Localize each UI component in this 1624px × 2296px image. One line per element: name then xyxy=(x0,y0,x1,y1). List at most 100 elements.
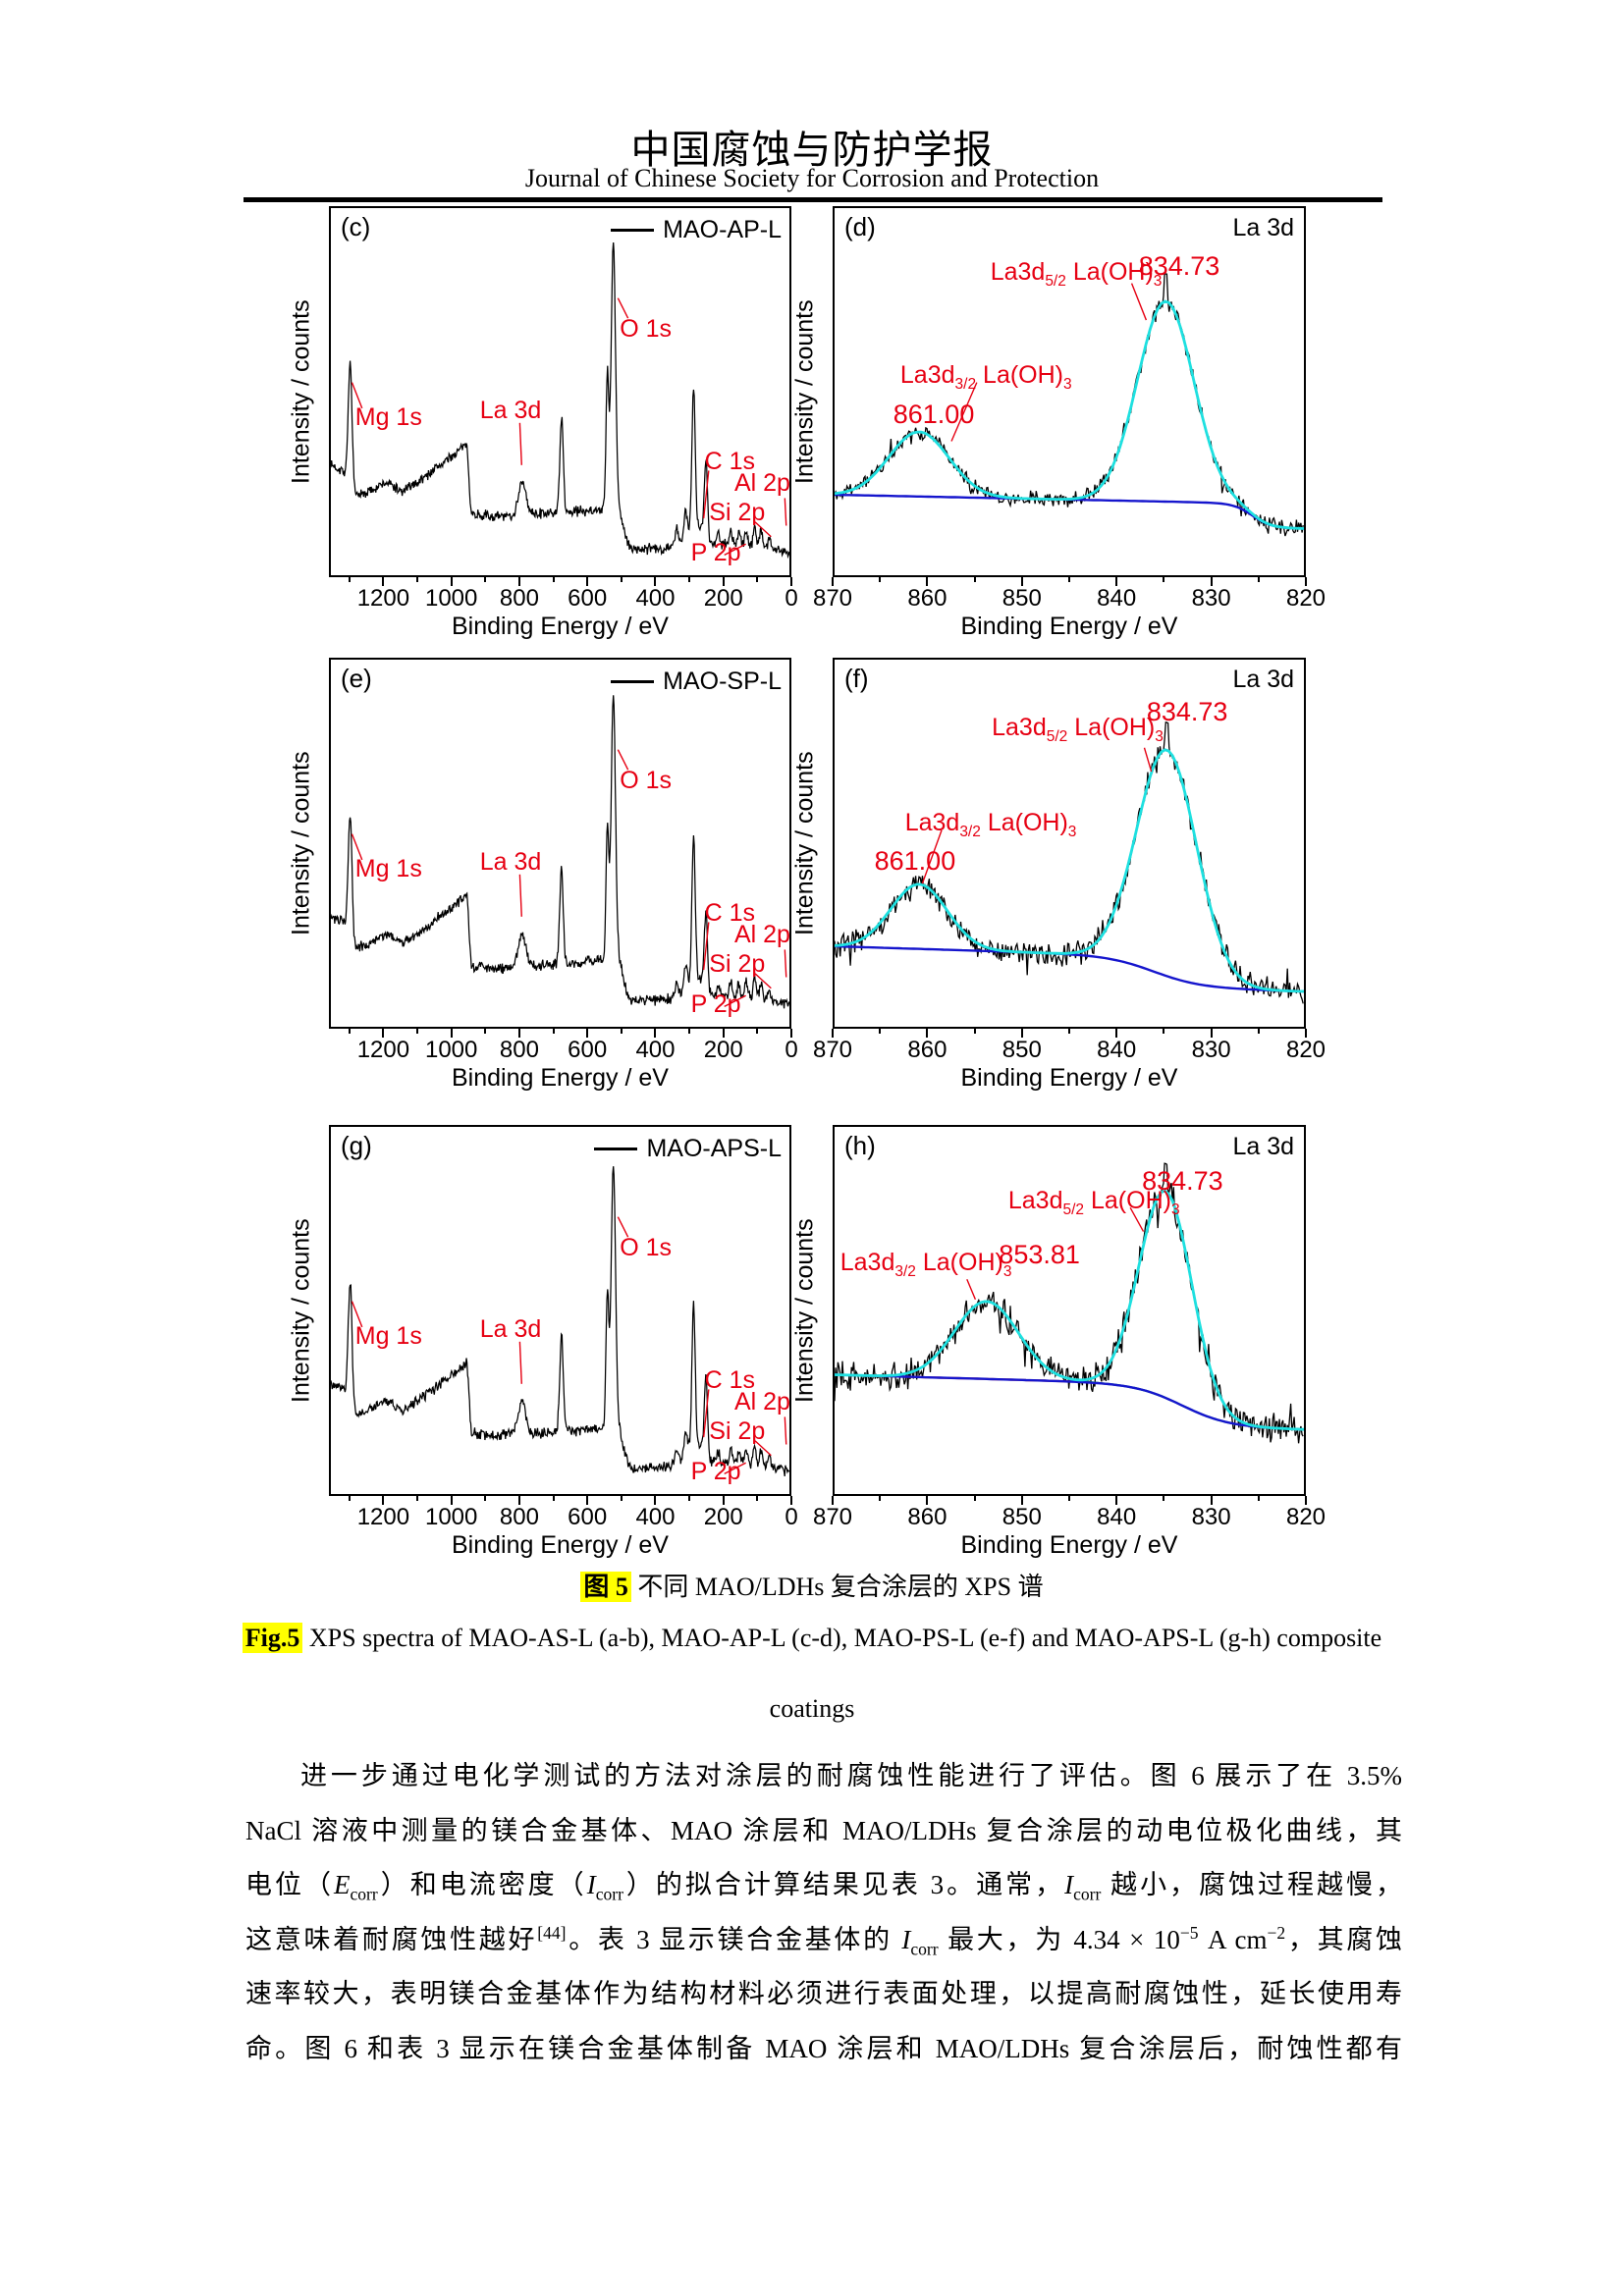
minor-tick xyxy=(1257,1496,1260,1501)
x-tick-label: 600 xyxy=(568,1504,608,1530)
major-tick xyxy=(832,1496,834,1505)
region-label: La 3d xyxy=(1232,666,1294,693)
x-axis-title: Binding Energy / eV xyxy=(960,1531,1178,1559)
peak-annotation: P 2p xyxy=(690,990,741,1019)
x-axis-title: Binding Energy / eV xyxy=(960,1064,1178,1092)
major-tick xyxy=(1020,1496,1023,1505)
major-tick xyxy=(1115,577,1118,586)
peak-annotation: Mg 1s xyxy=(354,403,422,432)
body-line: 电位（Ecorr）和电流密度（Icorr）的拟合计算结果见表 3。通常，Icor… xyxy=(245,1870,1402,1904)
major-tick xyxy=(450,577,453,586)
x-tick-label: 400 xyxy=(635,1504,676,1530)
body-line: 命。图 6 和表 3 显示在镁合金基体制备 MAO 涂层和 MAO/LDHs 复… xyxy=(245,2033,1402,2063)
peak-annotation: P 2p xyxy=(690,539,741,567)
x-tick-label: 600 xyxy=(568,1037,608,1063)
peak-annotation: P 2p xyxy=(690,1458,741,1486)
peak-annotation: La 3d xyxy=(479,847,542,876)
minor-tick xyxy=(1163,577,1165,582)
plot-area-h: (h) La 3d 834.73 La3d5/2 La(OH)3 La3d3/2 L… xyxy=(833,1125,1306,1496)
x-tick-label: 400 xyxy=(635,585,676,612)
x-tick-label: 870 xyxy=(812,585,853,612)
plot-area-f: (f) La 3d 834.73 La3d5/2 La(OH)3 La3d3/2 L… xyxy=(833,658,1306,1029)
spectrum-plot xyxy=(331,241,789,560)
major-tick xyxy=(926,577,929,586)
major-tick xyxy=(1305,577,1307,586)
spectrum-plot xyxy=(835,1162,1304,1444)
y-axis-label: Intensity / counts xyxy=(287,1218,315,1403)
figure-caption-en-cont: coatings xyxy=(769,1694,855,1723)
x-axis-title: Binding Energy / eV xyxy=(452,1531,669,1559)
caption-tag-zh: 图 5 xyxy=(580,1572,631,1602)
x-tick-label: 800 xyxy=(499,585,539,612)
minor-tick xyxy=(348,1029,351,1034)
x-tick-label: 1200 xyxy=(356,1037,410,1063)
peak-annotation: Si 2p xyxy=(709,499,766,527)
panel-letter-h: (h) xyxy=(844,1131,876,1160)
x-tick-label: 0 xyxy=(785,1037,798,1063)
peak-annotation: Si 2p xyxy=(709,950,766,979)
spectrum-plot xyxy=(331,1166,789,1476)
panel-letter-c: (c) xyxy=(341,212,371,241)
legend-label: MAO-AP-L xyxy=(663,216,782,243)
xps-panel-f: (f) La 3d 834.73 La3d5/2 La(OH)3 La3d3/2 L… xyxy=(791,658,1326,1092)
plot-area-c: (c) MAO-AP-L Mg 1s La 3d O 1s C 1s Al 2p Si 2… xyxy=(329,206,791,577)
header-rule xyxy=(244,197,1382,202)
major-tick xyxy=(517,1496,520,1505)
peak-annotation: La3d5/2 La(OH)3 xyxy=(1007,1186,1180,1218)
minor-tick xyxy=(879,1496,882,1501)
spectrum-plot xyxy=(331,695,789,1009)
x-tick-label: 840 xyxy=(1097,585,1137,612)
x-tick-labels: 870 860 850 840 830 820 xyxy=(813,1037,1326,1064)
y-axis-label: Intensity / counts xyxy=(790,751,819,935)
panel-letter-d: (d) xyxy=(844,212,876,241)
major-tick xyxy=(1115,1496,1118,1505)
minor-tick xyxy=(348,1496,351,1501)
minor-tick xyxy=(484,1496,487,1501)
x-tick-label: 0 xyxy=(785,1504,798,1530)
peak-annotation: La3d3/2 La(OH)3 xyxy=(904,809,1077,841)
x-tick-label: 850 xyxy=(1001,585,1042,612)
x-tick-label: 830 xyxy=(1191,585,1231,612)
major-tick xyxy=(382,1496,385,1505)
minor-tick xyxy=(756,1496,759,1501)
x-tick-label: 850 xyxy=(1001,1504,1042,1530)
major-tick xyxy=(450,1496,453,1505)
minor-tick xyxy=(688,1496,691,1501)
peak-annotation: 861.00 xyxy=(874,845,956,876)
major-tick xyxy=(832,1029,834,1038)
peak-annotation: Al 2p xyxy=(733,921,790,949)
major-tick xyxy=(586,1029,589,1038)
peak-annotation: La3d5/2 La(OH)3 xyxy=(992,714,1164,746)
x-axis-ticks xyxy=(329,577,792,587)
x-tick-label: 840 xyxy=(1097,1037,1137,1063)
y-axis-label: Intensity / counts xyxy=(287,751,315,935)
plot-area-e: (e) MAO-SP-L Mg 1s La 3d O 1s C 1s Al 2p Si 2… xyxy=(329,658,791,1029)
peak-annotation: Al 2p xyxy=(733,469,790,498)
x-tick-label: 800 xyxy=(499,1037,539,1063)
peak-annotation: Mg 1s xyxy=(354,1322,422,1351)
minor-tick xyxy=(416,1029,419,1034)
minor-tick xyxy=(756,1029,759,1034)
major-tick xyxy=(1020,577,1023,586)
major-tick xyxy=(832,577,834,586)
xps-panel-d: (d) La 3d La3d5/2 La(OH)3 834.73 La3d3/2 L… xyxy=(791,206,1326,640)
peak-annotation: C 1s xyxy=(704,1365,755,1394)
x-tick-label: 870 xyxy=(812,1504,853,1530)
x-tick-label: 0 xyxy=(785,585,798,612)
minor-tick xyxy=(416,1496,419,1501)
plot-area-g: (g) MAO-APS-L Mg 1s La 3d O 1s C 1s Al 2p Si … xyxy=(329,1125,791,1496)
legend-line-sample xyxy=(594,1148,638,1150)
xps-panel-c: (c) MAO-AP-L Mg 1s La 3d O 1s C 1s Al 2p Si 2… xyxy=(288,206,798,640)
minor-tick xyxy=(879,577,882,582)
spectrum-plot xyxy=(835,721,1304,1004)
x-tick-labels: 870 860 850 840 830 820 xyxy=(813,1504,1326,1531)
region-label: La 3d xyxy=(1232,1133,1294,1160)
peak-annotation: La 3d xyxy=(479,396,542,424)
legend-c: MAO-AP-L xyxy=(611,216,782,244)
peak-annotation: 834.73 xyxy=(1138,250,1220,281)
peak-annotation: Mg 1s xyxy=(354,855,422,883)
minor-tick xyxy=(552,1496,555,1501)
minor-tick xyxy=(1257,1029,1260,1034)
x-tick-label: 1000 xyxy=(424,1504,478,1530)
legend-e: MAO-SP-L xyxy=(611,667,782,696)
